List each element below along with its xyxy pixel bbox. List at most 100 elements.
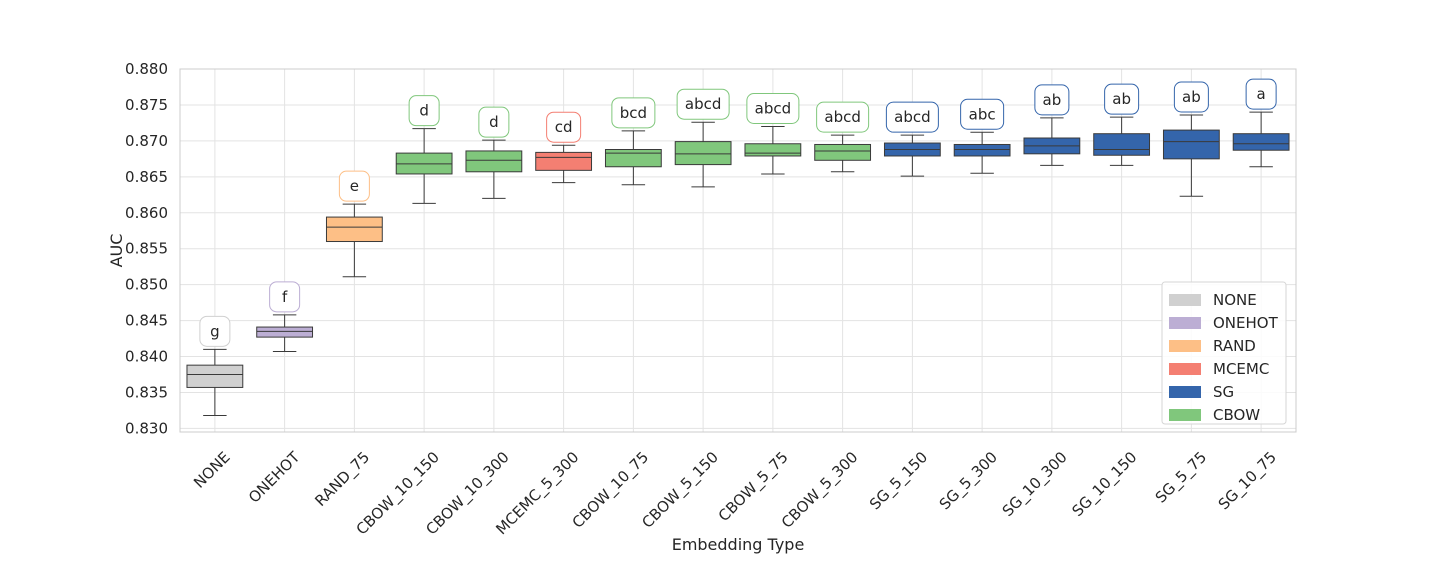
letter-text: a (1257, 85, 1266, 103)
letter-box (611, 97, 656, 129)
box-cbow-10-75 (604, 130, 662, 186)
x-tick-label: SG_5_300 (936, 448, 1002, 514)
letter-label-cbow-10-300: d (478, 106, 510, 138)
box-sg-5-150 (883, 134, 941, 177)
iqr-box (256, 326, 314, 338)
box-mcemc-5-300 (535, 144, 593, 184)
iqr-box (1232, 133, 1290, 151)
boxes (186, 111, 1290, 416)
letter-box (1245, 78, 1277, 110)
y-tick-label: 0.845 (125, 312, 168, 330)
box-cbow-5-75 (744, 126, 802, 175)
legend-label: MCEMC (1213, 360, 1269, 378)
letter-text: abcd (685, 95, 721, 113)
letter-box (478, 106, 510, 138)
iqr-box (1162, 129, 1220, 160)
box-none (186, 348, 244, 416)
letter-box (676, 88, 730, 120)
letter-box (546, 111, 582, 143)
letter-label-onehot: f (269, 281, 301, 313)
letter-text: bcd (620, 104, 647, 122)
y-tick-label: 0.850 (125, 276, 168, 294)
letter-box (1173, 81, 1209, 113)
box-sg-10-75 (1232, 111, 1290, 168)
legend-item-rand: RAND (1169, 337, 1256, 355)
box-cbow-10-150 (395, 128, 453, 204)
box-sg-10-300 (1023, 117, 1081, 166)
letter-box (1034, 84, 1070, 116)
iqr-box (604, 149, 662, 168)
letter-label-sg-5-300: abc (960, 98, 1005, 130)
legend-label: CBOW (1213, 406, 1260, 424)
x-tick-label: RAND_75 (311, 448, 374, 511)
x-tick-label: CBOW_5_75 (715, 448, 793, 526)
y-axis: 0.830 0.835 0.840 0.845 0.850 0.855 0.860 0.865… (125, 60, 168, 437)
box-sg-5-75 (1162, 114, 1220, 197)
significance-letters: g f e d d cd bcd abcd abcd abcd abcd abc ab ab ab a (199, 78, 1277, 347)
legend-label: SG (1213, 383, 1234, 401)
legend-item-onehot: ONEHOT (1169, 314, 1279, 332)
box-cbow-5-150 (674, 121, 732, 188)
letter-box (269, 281, 301, 313)
x-axis: NONE ONEHOT RAND_75CBOW_10_150CBOW_10_300M… (190, 448, 1281, 540)
letter-text: cd (555, 118, 573, 136)
legend-item-sg: SG (1169, 383, 1234, 401)
letter-text: abcd (824, 108, 860, 126)
x-tick-label: SG_10_300 (999, 448, 1072, 521)
x-tick-label: SG_5_150 (866, 448, 932, 514)
letter-box (885, 101, 939, 133)
y-tick-label: 0.865 (125, 168, 168, 186)
legend-swatch (1169, 386, 1201, 398)
letter-box (960, 98, 1005, 130)
legend-swatch (1169, 294, 1201, 306)
y-tick-label: 0.855 (125, 240, 168, 258)
letter-text: ab (1043, 91, 1062, 109)
legend: NONE ONEHOT RAND MCEMC SG CBOW (1161, 281, 1287, 425)
letter-label-cbow-5-75: abcd (746, 93, 800, 125)
letter-label-cbow-10-75: bcd (611, 97, 656, 129)
letter-text: d (419, 102, 429, 120)
iqr-box (744, 143, 802, 157)
box-sg-5-300 (953, 131, 1011, 174)
y-tick-label: 0.875 (125, 96, 168, 114)
letter-text: abcd (894, 108, 930, 126)
letter-label-sg-10-150: ab (1104, 83, 1140, 115)
letter-box (746, 93, 800, 125)
plot-frame (179, 68, 1297, 433)
x-tick-label: SG_10_75 (1215, 448, 1281, 514)
y-tick-label: 0.870 (125, 132, 168, 150)
y-tick-label: 0.835 (125, 383, 168, 401)
letter-text: abc (969, 105, 996, 123)
legend-swatch (1169, 363, 1201, 375)
y-tick-label: 0.860 (125, 204, 168, 222)
legend-item-cbow: CBOW (1169, 406, 1260, 424)
letter-label-sg-5-75: ab (1173, 81, 1209, 113)
letter-text: e (350, 177, 359, 195)
legend-label: RAND (1213, 337, 1256, 355)
y-tick-label: 0.840 (125, 348, 168, 366)
y-tick-label: 0.830 (125, 419, 168, 437)
legend-item-mcemc: MCEMC (1169, 360, 1269, 378)
letter-text: g (210, 322, 220, 340)
x-tick-label: SG_10_150 (1068, 448, 1141, 521)
letter-box (408, 95, 440, 127)
x-tick-label: SG_5_75 (1152, 448, 1211, 507)
letter-box (199, 315, 231, 347)
legend-label: NONE (1213, 291, 1257, 309)
letter-text: f (282, 288, 288, 306)
letter-label-rand-75: e (338, 170, 370, 202)
x-tick-label: ONEHOT (245, 448, 304, 507)
letter-label-sg-10-300: ab (1034, 84, 1070, 116)
letter-box (1104, 83, 1140, 115)
letter-label-sg-10-75: a (1245, 78, 1277, 110)
box-rand-75 (325, 203, 383, 278)
box-sg-10-150 (1093, 116, 1151, 166)
iqr-box (465, 150, 523, 173)
y-axis-label: AUC (107, 234, 126, 268)
letter-label-cbow-5-300: abcd (816, 101, 870, 133)
letter-label-mcemc-5-300: cd (546, 111, 582, 143)
iqr-box (1093, 133, 1151, 156)
letter-label-sg-5-150: abcd (885, 101, 939, 133)
box-cbow-5-300 (814, 134, 872, 173)
letter-label-cbow-5-150: abcd (676, 88, 730, 120)
